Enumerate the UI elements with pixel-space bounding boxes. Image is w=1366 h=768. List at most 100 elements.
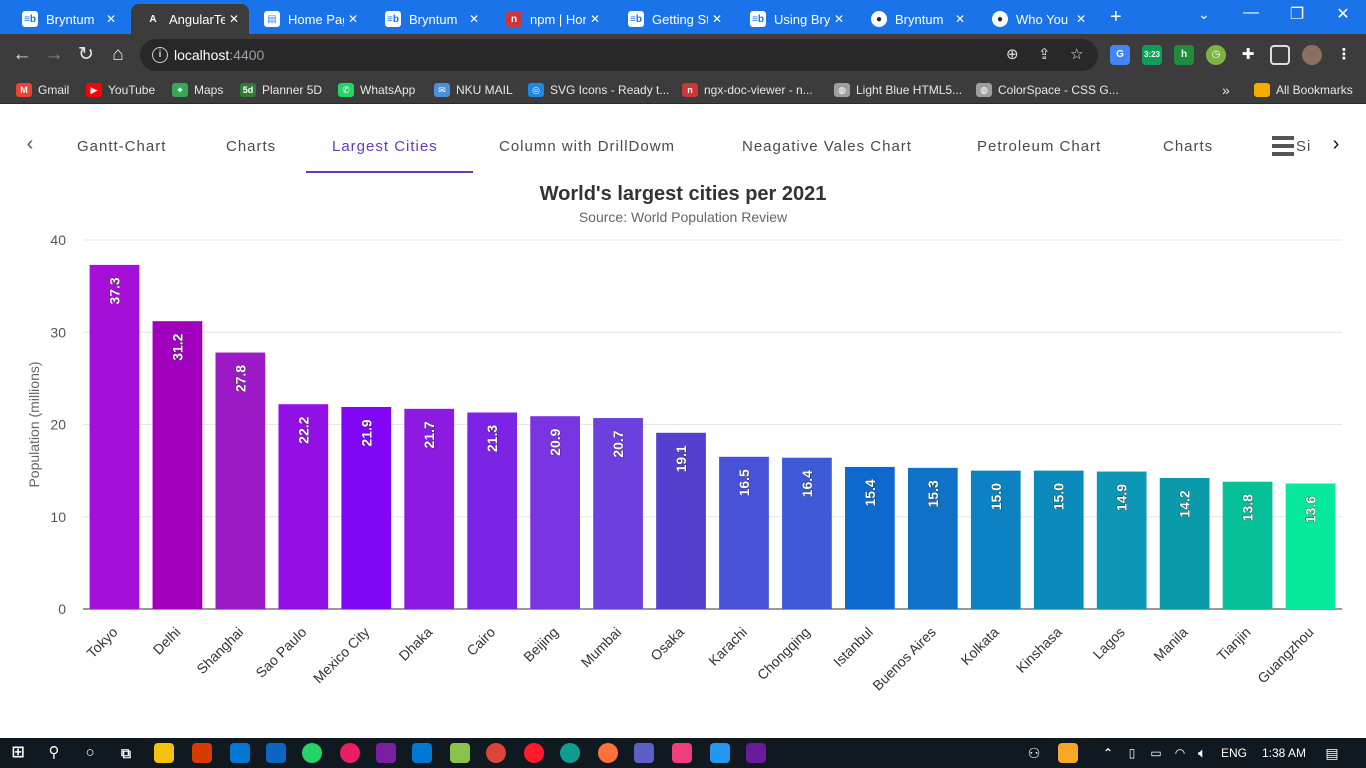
browser-tab[interactable]: ≡b Getting St ✕ [614, 4, 732, 34]
browser-tab[interactable]: ● Who You ✕ [978, 4, 1096, 34]
bookmark-item[interactable]: ✉ NKU MAIL [434, 81, 513, 99]
bookmark-item[interactable]: n ngx-doc-viewer - n... [682, 81, 813, 99]
bookmark-item[interactable]: M Gmail [16, 81, 69, 99]
chevron-right-icon[interactable]: › [1332, 133, 1340, 155]
address-bar[interactable]: i localhost:4400 ⊕ ⇪ ☆ [140, 39, 1098, 71]
close-tab-icon[interactable]: ✕ [468, 12, 480, 26]
forward-arrow-icon[interactable]: → [44, 44, 64, 65]
zoom-icon[interactable]: ⊕ [1006, 46, 1019, 63]
vivaldi-icon[interactable] [672, 743, 692, 763]
close-tab-icon[interactable]: ✕ [105, 12, 117, 26]
bar[interactable] [907, 467, 958, 609]
people-icon[interactable]: ⚇ [1027, 745, 1041, 761]
bar[interactable] [782, 457, 832, 609]
bar[interactable] [1033, 470, 1084, 609]
url-text[interactable]: localhost:4400 [174, 47, 264, 63]
browser-tab[interactable]: n npm | Hor ✕ [492, 4, 610, 34]
search-icon[interactable]: ⚲ [48, 744, 60, 761]
bar[interactable] [1096, 471, 1147, 609]
chrome-icon[interactable] [486, 743, 506, 763]
docker-icon[interactable] [710, 743, 730, 763]
nav-tab[interactable]: Column with DrillDowm [499, 138, 676, 155]
all-bookmarks-button[interactable]: All Bookmarks [1254, 81, 1353, 99]
visual-studio-icon[interactable] [376, 743, 396, 763]
bar[interactable] [970, 470, 1021, 609]
windows-start-icon[interactable]: ⊞ [11, 744, 25, 761]
nav-tab[interactable]: Petroleum Chart [977, 138, 1102, 155]
bookmark-item[interactable]: ◍ ColorSpace - CSS G... [976, 81, 1119, 99]
restore-icon[interactable]: ❐ [1289, 6, 1305, 23]
translate-extension-icon[interactable]: G [1110, 45, 1130, 65]
app-icon[interactable] [450, 743, 470, 763]
minimize-icon[interactable]: — [1243, 4, 1259, 21]
nav-tab[interactable]: Charts [226, 138, 277, 155]
outlook-icon[interactable] [266, 743, 286, 763]
close-tab-icon[interactable]: ✕ [347, 12, 359, 26]
share-icon[interactable]: ⇪ [1038, 46, 1051, 63]
cortana-icon[interactable]: ○ [85, 744, 95, 761]
bar[interactable] [845, 466, 895, 609]
close-tab-icon[interactable]: ✕ [711, 12, 723, 26]
timer-extension-icon[interactable]: 3:23 [1142, 45, 1162, 65]
weather-icon[interactable] [1058, 743, 1078, 763]
side-panel-icon[interactable] [1270, 45, 1290, 65]
bookmarks-overflow-button[interactable]: » [1222, 82, 1230, 98]
bookmark-item[interactable]: ◎ SVG Icons - Ready t... [528, 81, 669, 99]
bar[interactable] [152, 321, 203, 609]
browser-tab[interactable]: ▤ Home Pag ✕ [250, 4, 368, 34]
back-arrow-icon[interactable]: ← [12, 44, 32, 65]
extensions-puzzle-icon[interactable]: ✚ [1241, 46, 1255, 63]
nav-tab[interactable]: Si [1296, 138, 1312, 155]
clock-time[interactable]: 1:38 AM [1262, 746, 1307, 760]
slack-icon[interactable] [340, 743, 360, 763]
more-menu-icon[interactable]: ⋮ [1336, 46, 1352, 63]
close-tab-icon[interactable]: ✕ [589, 12, 601, 26]
close-tab-icon[interactable]: ✕ [1075, 12, 1087, 26]
site-info-icon[interactable]: i [152, 47, 168, 63]
nav-tab[interactable]: Gantt-Chart [77, 138, 167, 155]
media-player-icon[interactable] [634, 743, 654, 763]
bar[interactable] [215, 352, 266, 609]
bar[interactable] [89, 264, 140, 609]
language-indicator[interactable]: ENG [1221, 746, 1248, 760]
browser-tab[interactable]: A AngularTe ✕ [131, 4, 249, 34]
bar[interactable] [278, 404, 329, 609]
close-tab-icon[interactable]: ✕ [833, 12, 845, 26]
nav-tab[interactable]: Neagative Vales Chart [742, 138, 912, 155]
bar[interactable] [593, 418, 643, 609]
close-tab-icon[interactable]: ✕ [228, 12, 240, 26]
firefox-icon[interactable] [598, 743, 618, 763]
usb-icon[interactable]: ▯ [1128, 746, 1136, 760]
mail-app-icon[interactable] [230, 743, 250, 763]
bar[interactable] [341, 406, 392, 609]
chevron-left-icon[interactable]: ‹ [26, 133, 34, 155]
terminal-icon[interactable] [746, 743, 766, 763]
notifications-icon[interactable]: ▤ [1325, 745, 1339, 761]
bookmark-item[interactable]: ✆ WhatsApp [338, 81, 415, 99]
bar[interactable] [719, 456, 769, 609]
bookmark-item[interactable]: ⌖ Maps [172, 81, 223, 99]
nav-tab[interactable]: Charts [1163, 138, 1214, 155]
hackerrank-extension-icon[interactable]: h [1174, 45, 1194, 65]
vscode-icon[interactable] [412, 743, 432, 763]
chevron-up-icon[interactable]: ⌃ [1102, 746, 1114, 760]
bar[interactable] [656, 432, 706, 609]
battery-icon[interactable]: ▭ [1150, 746, 1162, 760]
bookmark-item[interactable]: ◍ Light Blue HTML5... [834, 81, 962, 99]
bar[interactable] [1222, 481, 1273, 609]
volume-icon[interactable]: 🔈︎ [1198, 746, 1206, 760]
close-tab-icon[interactable]: ✕ [954, 12, 966, 26]
profile-avatar[interactable] [1302, 45, 1322, 65]
bookmark-star-icon[interactable]: ☆ [1070, 46, 1084, 63]
bar[interactable] [530, 416, 580, 609]
bar[interactable] [467, 412, 518, 609]
close-window-icon[interactable]: ✕ [1336, 6, 1350, 23]
clock-extension-icon[interactable]: ◷ [1206, 45, 1226, 65]
opera-icon[interactable] [524, 743, 544, 763]
store-icon[interactable] [192, 743, 212, 763]
tab-search-chevron-icon[interactable]: ⌄ [1198, 6, 1210, 22]
whatsapp-app-icon[interactable] [302, 743, 322, 763]
bookmark-item[interactable]: ▶ YouTube [86, 81, 155, 99]
bar[interactable] [1285, 483, 1336, 609]
edge-icon[interactable] [560, 743, 580, 763]
